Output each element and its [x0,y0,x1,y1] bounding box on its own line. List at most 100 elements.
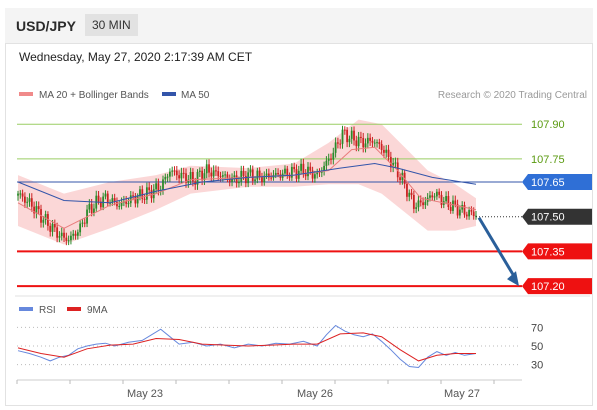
current-price-tag-bg [522,208,592,225]
rsi-legend-label: RSI [39,305,56,316]
candle [127,198,130,208]
candle-body [408,192,411,197]
candle-body [162,179,164,191]
level-tag-107.65: 107.65 [522,174,592,191]
candle-body [208,164,210,173]
candle [254,176,256,185]
candle [293,162,296,173]
candle-body [415,207,418,209]
candle [456,199,459,219]
candle-body [111,198,114,203]
candle-body [217,171,220,177]
candle [74,230,77,240]
candle [182,167,185,179]
candle [341,125,344,149]
candle-body [65,237,68,241]
candle [304,169,307,181]
candle-body [433,196,436,198]
candle-body [366,137,369,144]
candle [284,165,286,177]
candle-body [265,173,268,176]
ma50-line [17,162,477,204]
candle [445,191,447,205]
current-price-tag-text: 107.50 [531,212,565,224]
candle [99,197,102,211]
candle-body [440,194,443,205]
candle [392,157,395,173]
candle [93,203,95,217]
candle-body [385,149,388,153]
candle-body [295,169,298,179]
candle-body [171,170,174,172]
level-tag-107.35-bg [522,243,592,260]
candle-body [387,149,390,157]
level-tag-107.20: 107.20 [522,278,592,295]
rsi-plot: 70 50 30 [17,322,543,372]
candle-body [339,143,342,145]
candle-body [56,227,59,238]
candle-body [449,207,452,211]
candle-body [74,233,77,236]
candle [353,126,355,146]
candle-body [90,204,93,213]
candle [106,190,109,207]
candle-body [277,172,279,175]
candle-body [461,205,464,210]
candle-body [203,173,206,180]
candle [366,133,369,149]
candle [435,188,438,200]
candle-body [422,202,424,206]
candle-body [472,211,475,217]
candle-body [261,176,263,183]
forecast-arrow-shaft [477,216,516,277]
candle-body [288,175,291,178]
candle-body [311,170,314,179]
candle [339,139,342,149]
candle [72,229,75,240]
candle [178,170,181,184]
candle [208,159,210,178]
datetime-label: Wednesday, May 27, 2020 2:17:39 AM CET [19,50,253,64]
candle [21,189,24,202]
candle [30,193,33,212]
candle-body [192,172,194,182]
candle-body [362,138,365,148]
candle [447,191,450,210]
candle [261,172,263,186]
candle-body [30,198,33,207]
candle-body [187,179,190,183]
timeframe-badge[interactable]: 30 MIN [85,14,138,36]
candle-body [445,196,447,202]
candle [215,165,217,177]
candle-body [419,200,422,203]
candle-body [17,193,19,196]
rsi-ma-line [17,332,476,362]
candle [295,164,298,183]
candle [256,167,259,184]
candle [33,201,36,219]
candle [323,161,326,176]
candle [307,162,309,181]
candle-body [178,175,181,179]
candle-body [357,136,360,147]
candle [203,168,206,186]
candle [51,220,54,237]
candle [164,173,167,185]
candle-body [353,130,355,141]
candle [327,153,330,166]
candle [192,168,194,187]
candle-body [233,175,236,178]
candle [373,139,376,148]
candle-body [376,142,378,144]
candle [332,147,335,165]
rsi-tick-30: 30 [531,360,543,372]
candle [475,211,477,220]
candle [286,165,289,179]
candle [343,126,346,135]
candle-body [424,201,427,206]
candle-body [102,196,105,208]
forecast-arrow-head [507,271,519,287]
candle [325,156,328,171]
level-tag-107.35: 107.35 [522,243,592,260]
candle [465,211,468,220]
